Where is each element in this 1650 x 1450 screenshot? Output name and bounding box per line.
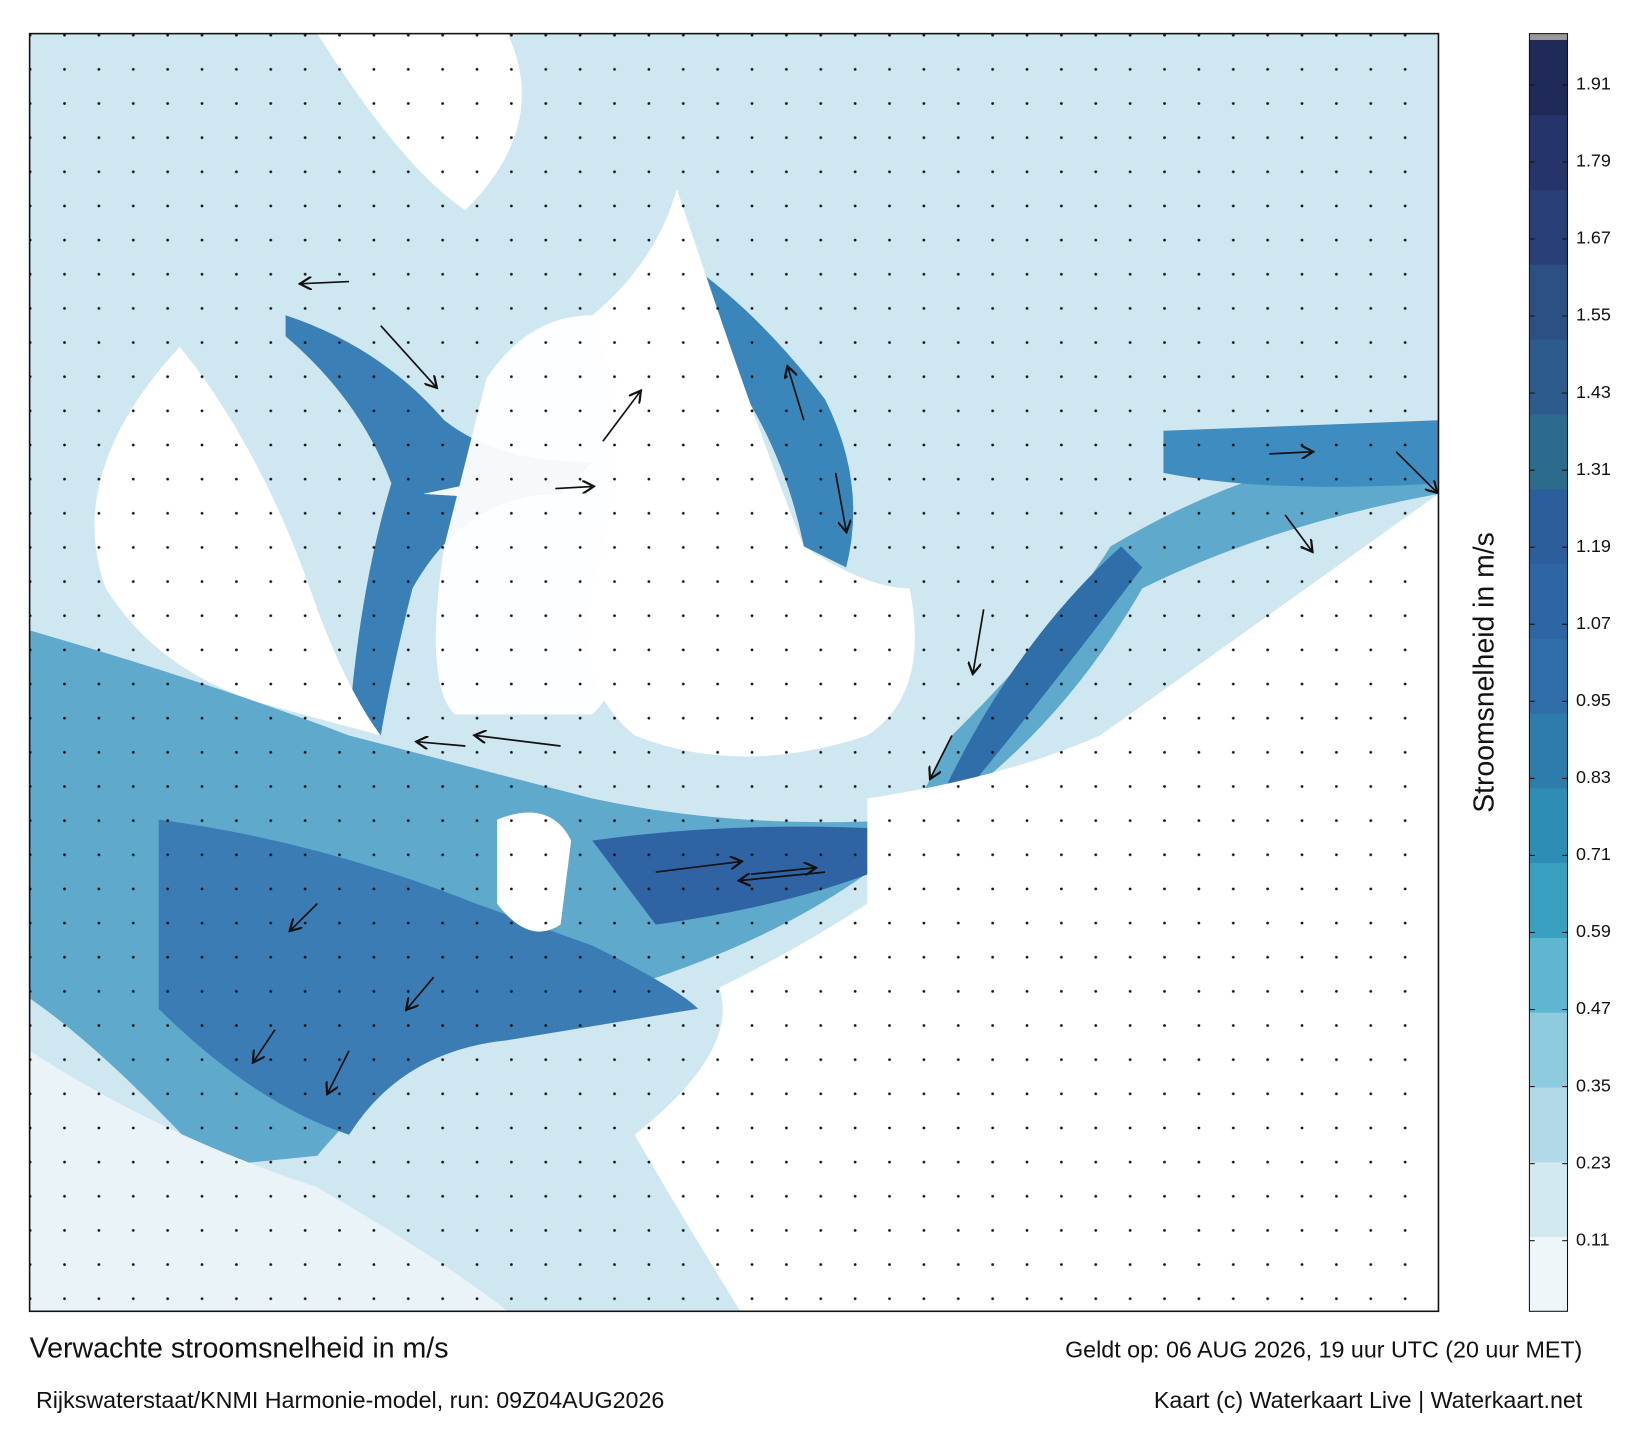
colorbar-tick-label: 0.23 xyxy=(1576,1152,1611,1172)
colorbar-band xyxy=(1529,413,1568,490)
map xyxy=(28,32,1440,1313)
colorbar-band xyxy=(1529,937,1568,1013)
colorbar-tick-label: 0.59 xyxy=(1576,921,1611,941)
colorbar-tick-label: 1.43 xyxy=(1576,382,1611,402)
colorbar-band xyxy=(1529,488,1568,564)
colorbar-band xyxy=(1529,862,1568,938)
current-arrows xyxy=(254,282,1437,1093)
map-frame xyxy=(28,32,1440,1313)
colorbar-band xyxy=(1529,189,1568,265)
subtitle: Rijkswaterstaat/KNMI Harmonie-model, run… xyxy=(36,1387,664,1413)
map-title: Verwachte stroomsnelheid in m/s xyxy=(30,1333,449,1365)
colorbar-band xyxy=(1529,638,1568,714)
colorbar-tick-label: 0.47 xyxy=(1576,998,1611,1018)
colorbar-band xyxy=(1529,563,1568,639)
colorbar-band xyxy=(1529,1086,1568,1163)
colorbar: Stroomsnelheid in m/s 0.11 0.23 0.35 0.47 0.… xyxy=(1468,33,1611,1312)
colorbar-tick-label: 0.11 xyxy=(1576,1229,1610,1249)
colorbar-band xyxy=(1529,713,1568,789)
colorbar-tick-label: 0.71 xyxy=(1576,844,1611,864)
colorbar-tick-label: 1.55 xyxy=(1576,305,1611,325)
credit: Kaart (c) Waterkaart Live | Waterkaart.n… xyxy=(1154,1387,1583,1413)
colorbar-cap xyxy=(1529,33,1568,40)
colorbar-label: Stroomsnelheid in m/s xyxy=(1468,532,1500,813)
colorbar-band xyxy=(1529,264,1568,340)
colorbar-tick-label: 0.35 xyxy=(1576,1075,1611,1095)
colorbar-band xyxy=(1529,339,1568,415)
colorbar-tick-label: 0.95 xyxy=(1576,690,1611,710)
colorbar-band xyxy=(1529,787,1568,864)
colorbar-band xyxy=(1529,39,1568,116)
colorbar-frame xyxy=(1528,33,1569,1312)
colorbar-tick-label: 0.83 xyxy=(1576,767,1611,787)
colorbar-tick-label: 1.67 xyxy=(1576,228,1611,248)
colorbar-band xyxy=(1529,114,1568,191)
colorbar-band xyxy=(1529,1236,1568,1312)
colorbar-tick-label: 1.19 xyxy=(1576,536,1611,556)
colorbar-tick-label: 1.91 xyxy=(1576,74,1611,94)
colorbar-tick-label: 1.31 xyxy=(1576,459,1611,479)
colorbar-tick-label: 1.79 xyxy=(1576,151,1611,171)
valid-time: Geldt op: 06 AUG 2026, 19 uur UTC (20 uu… xyxy=(1065,1337,1582,1363)
colorbar-tick-label: 1.07 xyxy=(1576,613,1611,633)
colorbar-band xyxy=(1529,1012,1568,1088)
vector-dots xyxy=(29,33,1439,1312)
colorbar-band xyxy=(1529,1161,1568,1238)
